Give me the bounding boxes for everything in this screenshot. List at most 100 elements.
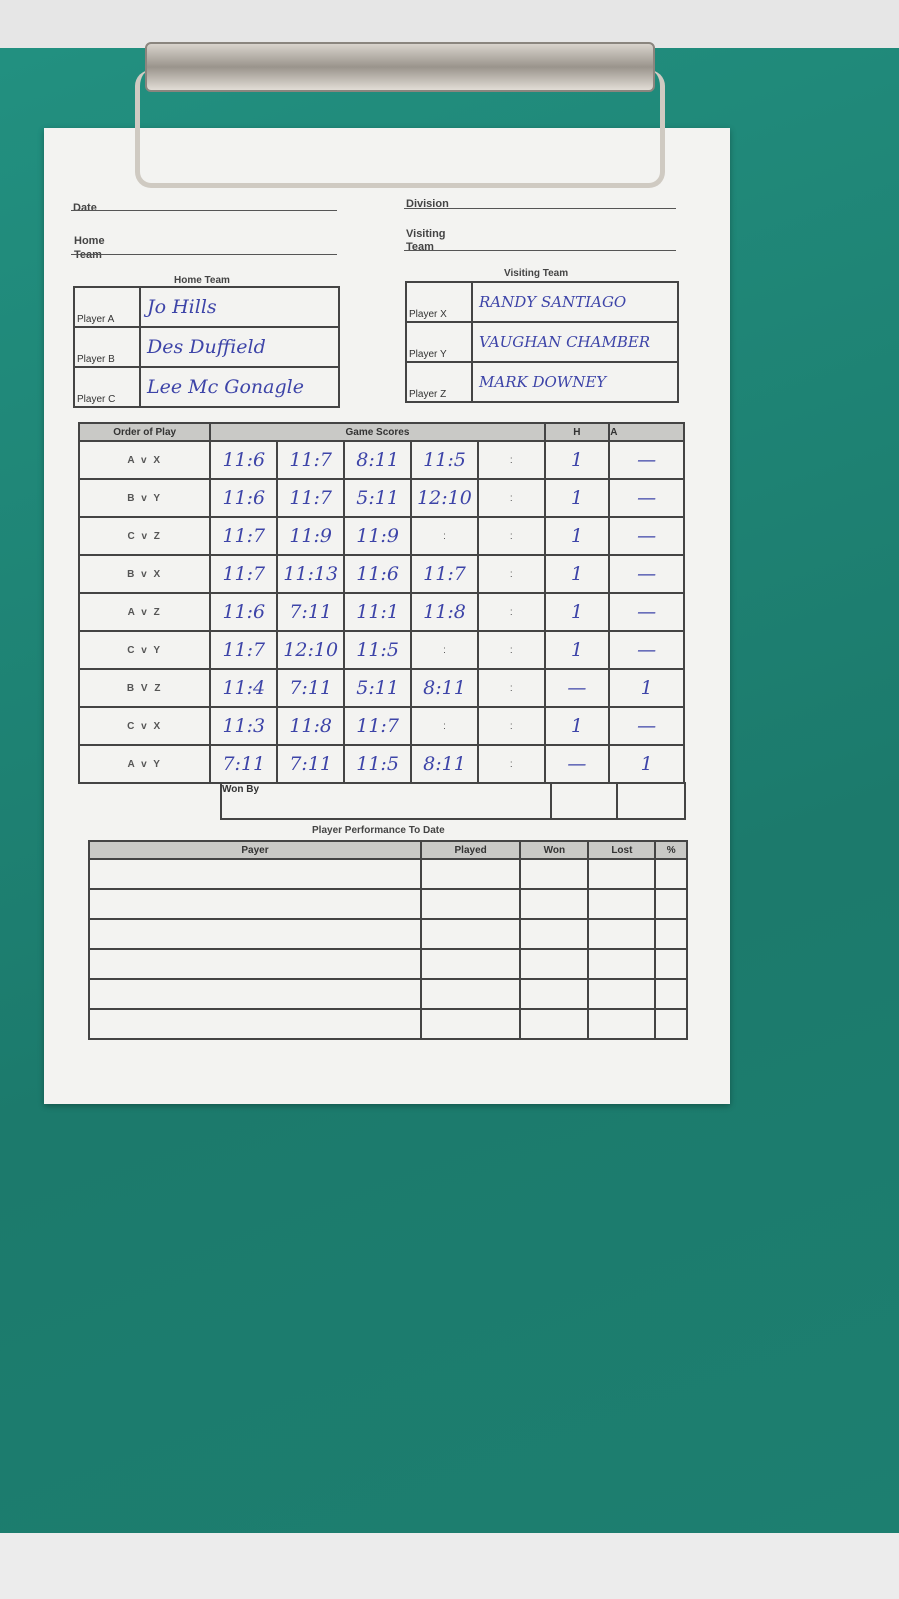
game-score[interactable]: : [476, 554, 546, 594]
away-result[interactable]: 1 [608, 668, 685, 708]
game-score[interactable]: : [476, 706, 546, 746]
player-name[interactable]: MARK DOWNEY [471, 361, 679, 403]
won-by-home[interactable] [550, 782, 618, 820]
home-result[interactable]: 1 [543, 554, 611, 594]
game-score[interactable]: 11:7 [209, 516, 279, 556]
player-name[interactable]: Jo Hills [139, 286, 340, 328]
game-score[interactable]: 11:7 [343, 706, 413, 746]
performance-cell[interactable] [419, 888, 522, 920]
game-score[interactable]: 5:11 [343, 668, 413, 708]
game-score[interactable]: 11:7 [209, 630, 279, 670]
performance-cell[interactable] [419, 948, 522, 980]
game-score[interactable]: 11:6 [209, 440, 279, 480]
home-result[interactable]: 1 [543, 706, 611, 746]
game-score[interactable]: 8:11 [343, 440, 413, 480]
game-score[interactable]: 11:9 [276, 516, 346, 556]
game-score[interactable]: 5:11 [343, 478, 413, 518]
performance-cell[interactable] [519, 918, 590, 950]
game-score[interactable]: : [410, 516, 479, 556]
game-score[interactable]: 11:8 [276, 706, 346, 746]
game-score[interactable]: 12:10 [410, 478, 479, 518]
performance-cell[interactable] [654, 978, 688, 1010]
player-name[interactable]: RANDY SANTIAGO [471, 281, 679, 323]
away-result[interactable]: — [608, 630, 685, 670]
performance-cell[interactable] [587, 1008, 657, 1040]
performance-cell[interactable] [519, 978, 590, 1010]
game-score[interactable]: 12:10 [276, 630, 346, 670]
game-score[interactable]: 11:13 [276, 554, 346, 594]
game-score[interactable]: 8:11 [410, 744, 479, 784]
game-score[interactable]: : [410, 706, 479, 746]
game-score[interactable]: : [476, 478, 546, 518]
game-score[interactable]: 11:3 [209, 706, 279, 746]
game-score[interactable]: 11:7 [209, 554, 279, 594]
performance-cell[interactable] [519, 888, 590, 920]
game-score[interactable]: : [410, 630, 479, 670]
away-result[interactable]: — [608, 592, 685, 632]
performance-cell[interactable] [419, 978, 522, 1010]
performance-cell[interactable] [587, 978, 657, 1010]
home-result[interactable]: 1 [543, 478, 611, 518]
performance-cell[interactable] [88, 948, 422, 980]
performance-cell[interactable] [587, 858, 657, 890]
away-result[interactable]: — [608, 440, 685, 480]
game-score[interactable]: 11:5 [343, 744, 413, 784]
player-name[interactable]: VAUGHAN CHAMBER [471, 321, 679, 363]
performance-cell[interactable] [88, 978, 422, 1010]
game-score[interactable]: : [476, 516, 546, 556]
game-score[interactable]: : [476, 630, 546, 670]
performance-cell[interactable] [519, 948, 590, 980]
performance-cell[interactable] [419, 858, 522, 890]
game-score[interactable]: : [476, 440, 546, 480]
game-score[interactable]: 8:11 [410, 668, 479, 708]
game-score[interactable]: 11:7 [410, 554, 479, 594]
game-score[interactable]: 11:7 [276, 478, 346, 518]
game-score[interactable]: 11:5 [410, 440, 479, 480]
won-by-away[interactable] [616, 782, 686, 820]
home-result[interactable]: 1 [543, 630, 611, 670]
date-field[interactable] [71, 210, 337, 211]
away-result[interactable]: — [608, 554, 685, 594]
game-score[interactable]: 11:1 [343, 592, 413, 632]
home-result[interactable]: 1 [543, 516, 611, 556]
away-result[interactable]: — [608, 706, 685, 746]
away-result[interactable]: — [608, 516, 685, 556]
home-result[interactable]: 1 [543, 592, 611, 632]
performance-cell[interactable] [419, 918, 522, 950]
game-score[interactable]: : [476, 744, 546, 784]
game-score[interactable]: 7:11 [276, 744, 346, 784]
home-result[interactable]: — [543, 744, 611, 784]
visiting-team-field[interactable] [404, 250, 676, 251]
game-score[interactable]: 11:4 [209, 668, 279, 708]
performance-cell[interactable] [419, 1008, 522, 1040]
performance-cell[interactable] [587, 948, 657, 980]
performance-cell[interactable] [88, 858, 422, 890]
performance-cell[interactable] [519, 1008, 590, 1040]
home-team-field[interactable] [71, 254, 337, 255]
game-score[interactable]: 11:6 [209, 592, 279, 632]
performance-cell[interactable] [654, 858, 688, 890]
performance-cell[interactable] [654, 1008, 688, 1040]
game-score[interactable]: 11:6 [343, 554, 413, 594]
home-result[interactable]: — [543, 668, 611, 708]
game-score[interactable]: 11:8 [410, 592, 479, 632]
performance-cell[interactable] [654, 888, 688, 920]
performance-cell[interactable] [587, 888, 657, 920]
player-name[interactable]: Lee Mc Gonagle [139, 366, 340, 408]
away-result[interactable]: 1 [608, 744, 685, 784]
performance-cell[interactable] [587, 918, 657, 950]
game-score[interactable]: 11:7 [276, 440, 346, 480]
game-score[interactable]: 7:11 [276, 668, 346, 708]
performance-cell[interactable] [654, 948, 688, 980]
clipboard-clip[interactable] [145, 42, 655, 92]
performance-cell[interactable] [519, 858, 590, 890]
away-result[interactable]: — [608, 478, 685, 518]
game-score[interactable]: : [476, 592, 546, 632]
player-name[interactable]: Des Duffield [139, 326, 340, 368]
performance-cell[interactable] [88, 918, 422, 950]
performance-cell[interactable] [88, 1008, 422, 1040]
home-result[interactable]: 1 [543, 440, 611, 480]
game-score[interactable]: 11:6 [209, 478, 279, 518]
game-score[interactable]: 7:11 [276, 592, 346, 632]
division-field[interactable] [404, 208, 676, 209]
